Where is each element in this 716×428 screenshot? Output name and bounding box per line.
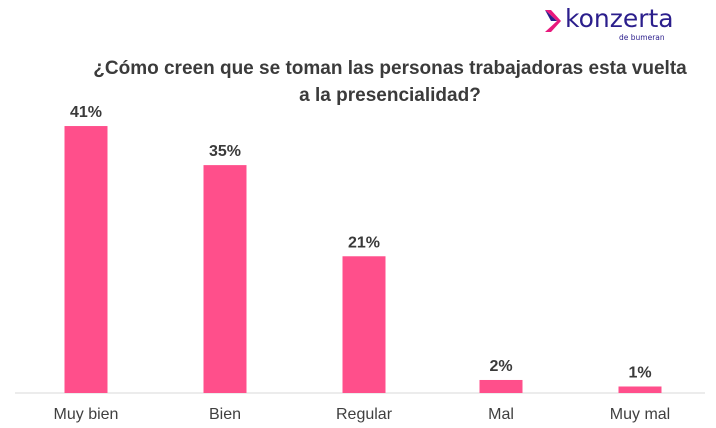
brand-tagline: de bumeran — [619, 33, 665, 42]
value-label-muy-bien: 41% — [70, 104, 102, 121]
bar-regular — [342, 256, 386, 393]
category-label-regular: Regular — [336, 406, 393, 423]
bar-bien — [203, 165, 247, 393]
value-label-regular: 21% — [348, 234, 380, 251]
category-label-bien: Bien — [209, 406, 241, 423]
value-label-bien: 35% — [209, 143, 241, 160]
bar-muy-mal — [618, 386, 662, 393]
brand-name: konzerta — [565, 4, 674, 33]
bar-mal — [479, 379, 523, 393]
category-label-mal: Mal — [488, 406, 514, 423]
bars-group: 41% Muy bien 35% Bien 21% Regular 2% Mal 1% Muy m… — [54, 104, 671, 423]
brand-logo: konzerta de bumeran — [543, 4, 703, 46]
bar-muy-bien — [64, 126, 108, 394]
category-label-muy-mal: Muy mal — [610, 406, 670, 423]
value-label-mal: 2% — [489, 358, 512, 375]
value-label-muy-mal: 1% — [628, 364, 651, 381]
chart-title: ¿Cómo creen que se toman las personas tr… — [93, 58, 687, 106]
category-label-muy-bien: Muy bien — [54, 406, 119, 423]
konzerta-chevron-icon — [545, 10, 561, 32]
